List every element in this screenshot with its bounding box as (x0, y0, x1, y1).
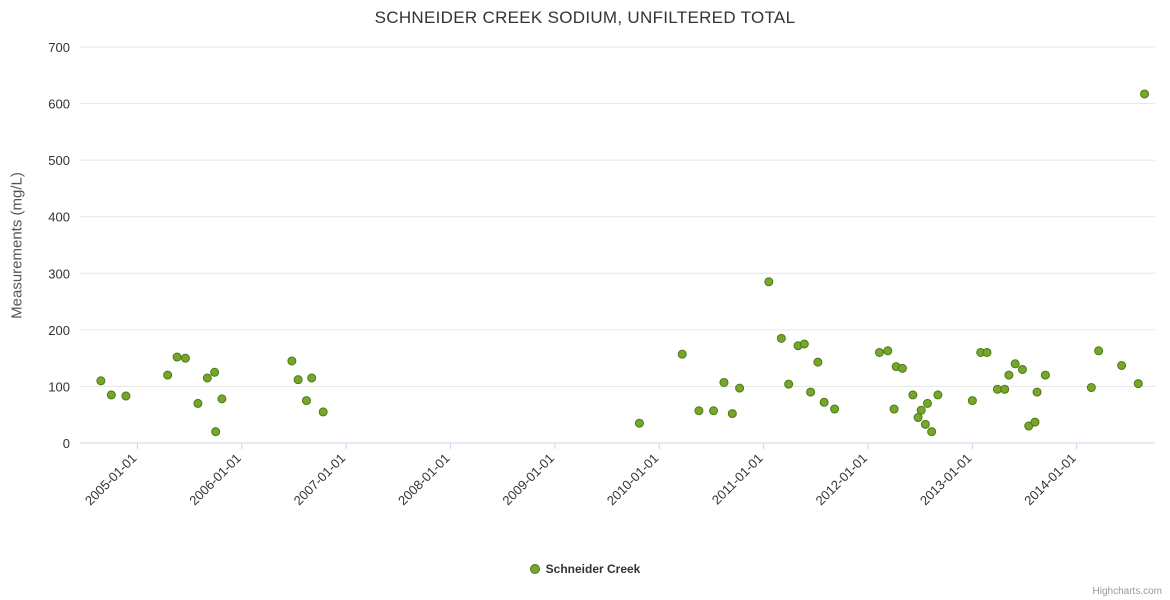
plot-area: 0 100 200 300 400 500 600 700 2005-01-01 2006-01-… (48, 40, 1155, 509)
data-point[interactable] (764, 277, 774, 287)
x-tick-label: 2013-01-01 (917, 451, 975, 509)
data-point[interactable] (719, 377, 729, 387)
data-point[interactable] (933, 390, 943, 400)
data-point[interactable] (202, 373, 212, 383)
data-point[interactable] (874, 347, 884, 357)
data-point[interactable] (1000, 384, 1010, 394)
data-point[interactable] (922, 398, 932, 408)
data-point[interactable] (830, 404, 840, 414)
data-point[interactable] (883, 346, 893, 356)
data-point[interactable] (1030, 417, 1040, 427)
data-point[interactable] (217, 394, 227, 404)
data-point[interactable] (1094, 346, 1104, 356)
x-tick-label: 2012-01-01 (812, 451, 870, 509)
data-point[interactable] (211, 427, 221, 437)
x-tick-label: 2006-01-01 (186, 451, 244, 509)
data-point[interactable] (1024, 421, 1034, 431)
data-point[interactable] (1010, 359, 1020, 369)
data-point[interactable] (1004, 370, 1014, 380)
data-point[interactable] (897, 363, 907, 373)
data-point[interactable] (210, 367, 220, 377)
data-point[interactable] (889, 404, 899, 414)
data-point[interactable] (776, 333, 786, 343)
data-point[interactable] (1032, 387, 1042, 397)
y-tick-label: 500 (48, 153, 70, 168)
chart-title: SCHNEIDER CREEK SODIUM, UNFILTERED TOTAL (374, 8, 796, 27)
y-tick-label: 200 (48, 323, 70, 338)
data-point[interactable] (1017, 364, 1027, 374)
x-tick-label: 2009-01-01 (499, 451, 557, 509)
data-point[interactable] (1117, 360, 1127, 370)
data-point[interactable] (318, 407, 328, 417)
data-point[interactable] (1040, 370, 1050, 380)
x-tick-label: 2014-01-01 (1021, 451, 1079, 509)
data-point[interactable] (806, 387, 816, 397)
data-point[interactable] (920, 419, 930, 429)
data-point[interactable] (799, 339, 809, 349)
data-point[interactable] (784, 379, 794, 389)
data-point[interactable] (709, 406, 719, 416)
data-point[interactable] (172, 352, 182, 362)
data-point[interactable] (727, 409, 737, 419)
data-point[interactable] (992, 384, 1002, 394)
data-point[interactable] (927, 427, 937, 437)
x-tick-label: 2008-01-01 (395, 451, 453, 509)
data-point[interactable] (293, 375, 303, 385)
data-point[interactable] (982, 347, 992, 357)
data-point[interactable] (307, 373, 317, 383)
data-point[interactable] (106, 390, 116, 400)
legend-item-schneider-creek[interactable]: Schneider Creek (0, 562, 1170, 576)
y-tick-label: 700 (48, 40, 70, 55)
data-point[interactable] (819, 397, 829, 407)
data-point[interactable] (735, 383, 745, 393)
data-point[interactable] (694, 406, 704, 416)
x-tick-label: 2010-01-01 (604, 451, 662, 509)
legend-marker-icon (529, 564, 540, 574)
x-tick-label: 2007-01-01 (291, 451, 349, 509)
y-tick-label: 0 (63, 436, 70, 451)
credits-link[interactable]: Highcharts.com (1092, 586, 1162, 597)
data-point[interactable] (163, 370, 173, 380)
data-point[interactable] (1133, 379, 1143, 389)
y-tick-label: 100 (48, 379, 70, 394)
data-point[interactable] (677, 349, 687, 359)
data-point[interactable] (180, 353, 190, 363)
y-tick-label: 600 (48, 97, 70, 112)
data-point[interactable] (1086, 383, 1096, 393)
data-point[interactable] (301, 396, 311, 406)
legend-label: Schneider Creek (545, 562, 641, 576)
y-tick-label: 300 (48, 266, 70, 281)
data-point[interactable] (967, 396, 977, 406)
x-tick-label: 2005-01-01 (82, 451, 140, 509)
data-point[interactable] (193, 398, 203, 408)
data-point[interactable] (1140, 89, 1150, 99)
data-point[interactable] (121, 391, 131, 401)
y-tick-label: 400 (48, 210, 70, 225)
x-tick-label: 2011-01-01 (709, 451, 766, 508)
data-point[interactable] (287, 356, 297, 366)
data-point[interactable] (913, 413, 923, 423)
data-point[interactable] (916, 405, 926, 415)
data-point[interactable] (908, 390, 918, 400)
data-point[interactable] (813, 357, 823, 367)
data-point[interactable] (96, 376, 106, 386)
data-point[interactable] (634, 418, 644, 428)
